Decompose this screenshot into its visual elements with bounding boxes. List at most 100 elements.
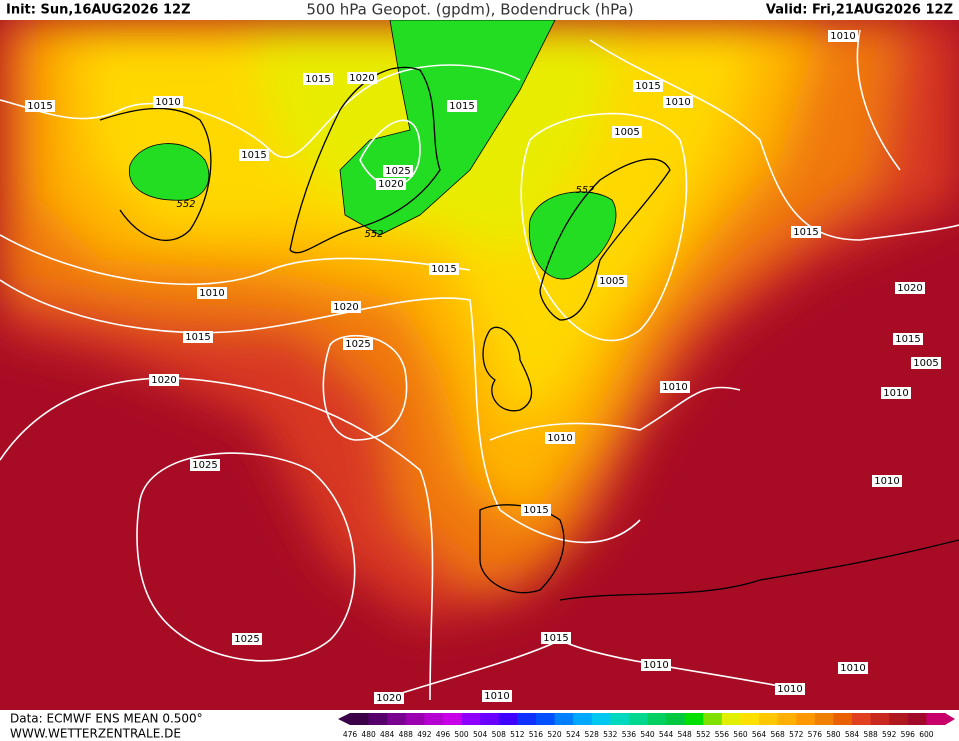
colorbar-swatch — [666, 713, 686, 725]
colorbar-label: 584 — [845, 730, 860, 739]
isobar-label: 1015 — [27, 101, 52, 112]
isobar-label-box — [828, 30, 858, 42]
isobar-label: 1025 — [192, 460, 217, 471]
isobar — [0, 377, 434, 701]
colorbar-label: 596 — [901, 730, 916, 739]
colorbar-swatch — [387, 713, 407, 725]
isobar-label-box — [521, 504, 551, 516]
colorbar-swatch — [703, 713, 723, 725]
isobar-label-box — [881, 387, 911, 399]
isobar-label-box — [775, 683, 805, 695]
colorbar-label: 520 — [547, 730, 562, 739]
header-bar — [0, 0, 959, 20]
isobars — [0, 29, 959, 701]
isobar-label: 1015 — [793, 227, 818, 238]
colorbar-label: 560 — [733, 730, 748, 739]
isobar-label-box — [482, 690, 512, 702]
geopotential-label: 552 — [364, 229, 383, 240]
colorbar-swatch — [833, 713, 853, 725]
isobar — [489, 386, 741, 441]
valid-time: Valid: Fri,21AUG2026 12Z — [766, 3, 953, 18]
colorbar-label: 536 — [622, 730, 637, 739]
geopotential-low — [128, 143, 210, 201]
colorbar-swatch — [498, 713, 518, 725]
colorbar-swatch — [628, 713, 648, 725]
isobar-label-box — [190, 459, 220, 471]
colorbar-label: 600 — [919, 730, 934, 739]
colorbar-swatch — [814, 713, 834, 725]
isobar-label-box — [872, 475, 902, 487]
isobar — [136, 452, 356, 662]
isobar-label-box — [347, 72, 377, 84]
isobar-label-box — [660, 381, 690, 393]
isobar-label: 1015 — [543, 633, 568, 644]
isobar-label: 1010 — [665, 97, 690, 108]
colorbar-swatch — [517, 713, 537, 725]
colorbar: 476 480 484 488 492 496 500 504 508 512 516 520 524 5… — [338, 713, 955, 739]
isobar-label-box — [838, 662, 868, 674]
isobar — [0, 234, 471, 286]
isobar-label: 1010 — [840, 663, 865, 674]
map-title: 500 hPa Geopot. (gpdm), Bodendruck (hPa) — [306, 1, 633, 19]
colorbar-swatch — [684, 713, 704, 725]
colorbar-label: 572 — [789, 730, 804, 739]
colorbar-label: 548 — [678, 730, 693, 739]
isobar-label-box — [895, 282, 925, 294]
colorbar-label: 588 — [863, 730, 878, 739]
isobar-label-box — [429, 263, 459, 275]
colorbar-label: 552 — [696, 730, 711, 739]
colorbar-swatch — [480, 713, 500, 725]
colorbar-swatch — [368, 713, 388, 725]
colorbar-arrow — [945, 713, 955, 725]
colorbar-label: 568 — [770, 730, 785, 739]
colorbar-swatch — [535, 713, 556, 725]
coastlines — [99, 66, 959, 601]
isobar-label: 1010 — [883, 388, 908, 399]
isobar-label: 1020 — [151, 375, 176, 386]
geopotential-label: 552 — [176, 199, 195, 210]
isobar-label-box — [374, 692, 404, 704]
isobar-label: 1025 — [345, 339, 370, 350]
colorbar-swatch — [870, 713, 890, 725]
colorbar-label: 484 — [380, 730, 395, 739]
isobar-label-box — [641, 659, 671, 671]
colorbar-swatch — [405, 713, 425, 725]
coastline — [99, 107, 212, 241]
map-area: 1015 1010 1015 1015 1020 1015 1025 1020 1015 1010… — [0, 20, 959, 710]
isobar-labels: 1015 1010 1015 1015 1020 1015 1025 1020 1015 1010… — [25, 30, 941, 704]
isobar-label-box — [239, 149, 269, 161]
colorbar-swatch — [721, 713, 741, 725]
colorbar-label: 488 — [399, 730, 414, 739]
isobar-label: 1025 — [234, 634, 259, 645]
colorbar-label: 528 — [585, 730, 600, 739]
isobar-label: 1015 — [895, 334, 920, 345]
isobar-label-box — [197, 287, 227, 299]
isobar-label-box — [303, 73, 333, 85]
isobar-label-box — [25, 100, 55, 112]
isobar-label-box — [153, 96, 183, 108]
isobar — [0, 64, 521, 158]
coastline — [482, 326, 533, 412]
colorbar-swatch — [442, 713, 463, 725]
isobar-label: 1015 — [523, 505, 548, 516]
isobar-label-box — [343, 338, 373, 350]
colorbar-label: 556 — [715, 730, 730, 739]
isobar — [520, 112, 688, 342]
colorbar-label: 492 — [417, 730, 432, 739]
colorbar-swatch — [740, 713, 760, 725]
isobar-label-box — [893, 333, 923, 345]
isobar-label-box — [663, 96, 693, 108]
isobar-label: 1020 — [897, 283, 922, 294]
isobar-label: 1025 — [385, 166, 410, 177]
colorbar-label: 544 — [659, 730, 674, 739]
colorbar-label: 496 — [436, 730, 451, 739]
isobar-label-box — [447, 100, 477, 112]
isobar-label: 1010 — [484, 691, 509, 702]
isobar-label: 1015 — [241, 150, 266, 161]
isobar-label: 1010 — [830, 31, 855, 42]
colorbar-swatch — [424, 713, 444, 725]
isobar-label: 1010 — [547, 433, 572, 444]
coastline — [539, 158, 671, 321]
isobar-label-box — [149, 374, 179, 386]
isobar-label-box — [545, 432, 575, 444]
